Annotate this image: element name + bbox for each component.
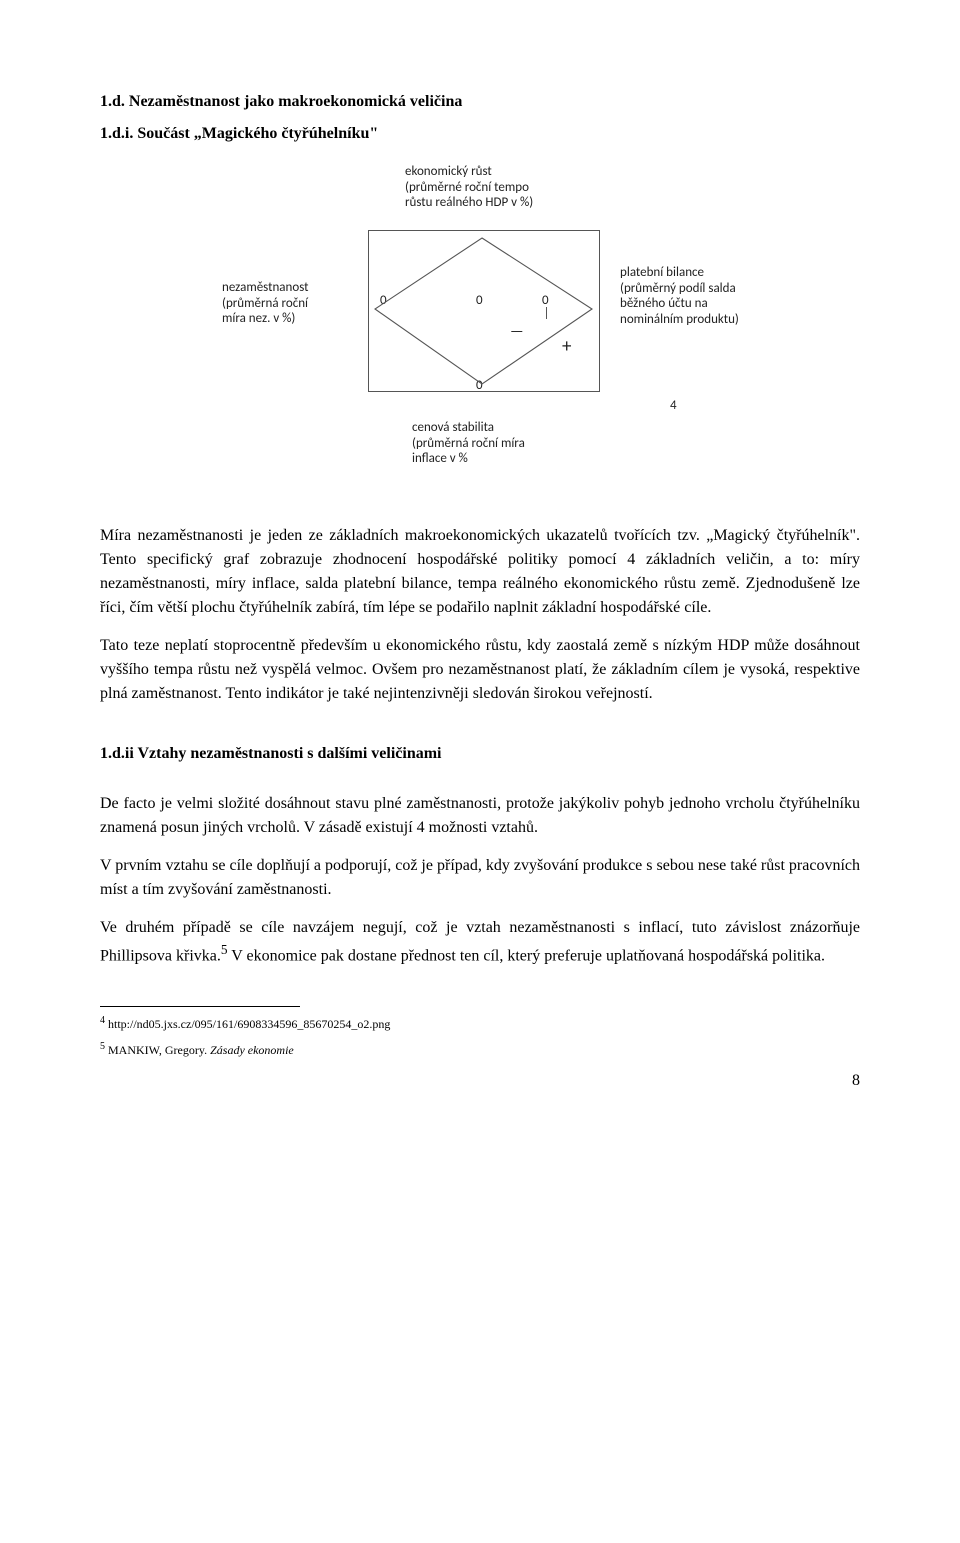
- diagram-zero-bottom: 0: [476, 378, 483, 394]
- magic-quadrilateral-diagram: ekonomický růst (průměrné roční tempo rů…: [100, 160, 860, 500]
- diagram-minus: —: [510, 323, 524, 341]
- diagram-label-bottom: cenová stabilita (průměrná roční míra in…: [412, 420, 525, 467]
- diagram-plus: +: [562, 336, 571, 359]
- paragraph-3: De facto je velmi složité dosáhnout stav…: [100, 792, 860, 840]
- footnote-ref-5: 5: [221, 942, 228, 957]
- diagram-label-left: nezaměstnanost (průměrná roční míra nez.…: [222, 280, 309, 327]
- diagram-label-right: platební bilance (průměrný podíl salda b…: [620, 265, 739, 327]
- diagram-zero-left: 0: [380, 293, 387, 309]
- page-number: 8: [100, 1069, 860, 1093]
- section-heading-1di: 1.d.i. Součást „Magického čtyřúhelníku": [100, 122, 860, 146]
- paragraph-2: Tato teze neplatí stoprocentně především…: [100, 634, 860, 706]
- paragraph-5: Ve druhém případě se cíle navzájem neguj…: [100, 916, 860, 968]
- paragraph-5-post: V ekonomice pak dostane přednost ten cíl…: [228, 947, 825, 964]
- section-heading-1dii: 1.d.ii Vztahy nezaměstnanosti s dalšími …: [100, 742, 860, 766]
- footnote-5-text-italic: Zásady ekonomie: [210, 1043, 294, 1057]
- paragraph-1: Míra nezaměstnanosti je jeden ze základn…: [100, 524, 860, 620]
- section-heading-1d: 1.d. Nezaměstnanost jako makroekonomická…: [100, 90, 860, 114]
- diagram-label-top: ekonomický růst (průměrné roční tempo rů…: [405, 164, 533, 211]
- footnote-4: 4 http://nd05.jxs.cz/095/161/6908334596_…: [100, 1013, 860, 1033]
- footnote-5: 5 MANKIW, Gregory. Zásady ekonomie: [100, 1039, 860, 1059]
- diagram-zero-center: 0: [476, 293, 483, 309]
- diagram-label-four: 4: [670, 398, 677, 414]
- footnote-separator: [100, 1006, 300, 1007]
- footnote-4-text: http://nd05.jxs.cz/095/161/6908334596_85…: [105, 1017, 390, 1031]
- footnote-5-text-pre: MANKIW, Gregory.: [105, 1043, 210, 1057]
- paragraph-4: V prvním vztahu se cíle doplňují a podpo…: [100, 854, 860, 902]
